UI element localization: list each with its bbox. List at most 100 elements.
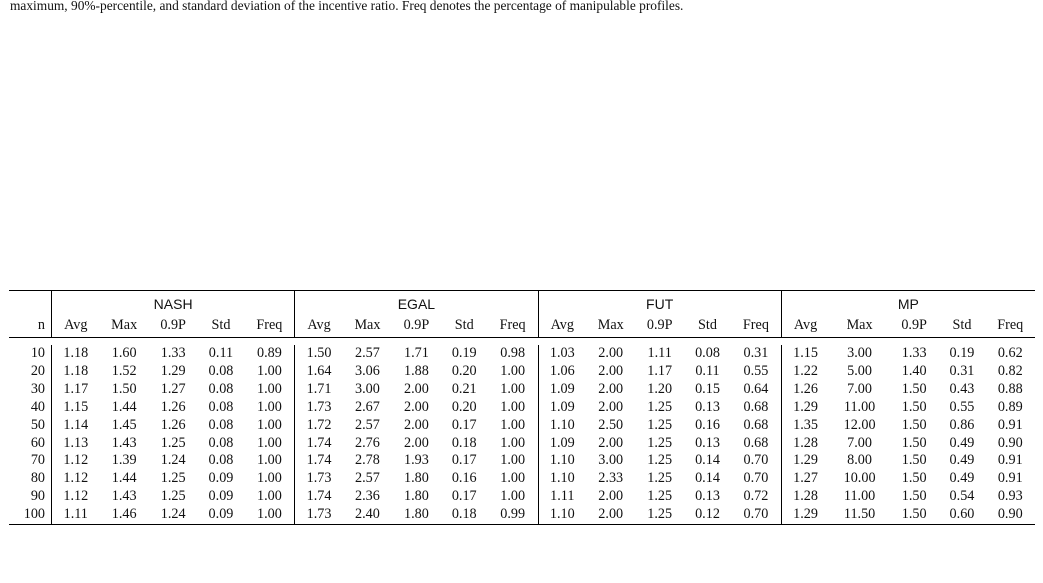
table-row: 80 1.12 1.44 1.25 0.09 1.00 1.73 2.57 1.80 0.16 1.…: [9, 470, 1035, 489]
table-cell: 0.18: [440, 506, 488, 526]
table-cell: 3.06: [355, 362, 380, 379]
table-row: 100 1.11 1.46 1.24 0.09 1.00 1.73 2.40 1.80 0.18 0…: [9, 506, 1035, 526]
table-cell: 8.00: [847, 452, 872, 469]
table-cell: 0.08: [208, 380, 234, 397]
table-cell: 2.57: [355, 416, 380, 433]
table-cell: 1.15: [50, 398, 100, 417]
table-cell: 2.57: [355, 470, 380, 487]
metric-header-egal-09p: 0.9P: [392, 313, 441, 338]
table-cell: 0.60: [938, 506, 986, 526]
table-cell: 0.49: [949, 470, 975, 487]
table-cell: 1.46: [99, 506, 149, 526]
table-cell: 1.00: [500, 452, 526, 469]
table-cell: 1.80: [403, 470, 429, 487]
row-n-value: 80: [30, 470, 45, 487]
table-cell: 12.00: [843, 416, 876, 433]
table-row: 40 1.15 1.44 1.26 0.08 1.00 1.73 2.67 2.00 0.20 1.…: [9, 398, 1035, 417]
metric-header-mp-max: Max: [829, 313, 890, 338]
table-cell: 0.13: [695, 488, 720, 505]
table-cell: 0.91: [997, 416, 1023, 433]
results-table: NASH EGAL FUT MP n Avg Max 0.9P Std Freq Avg M…: [9, 290, 1035, 526]
table-cell: 2.00: [403, 434, 429, 451]
table-cell: 0.15: [695, 380, 720, 397]
table-cell: 1.25: [160, 434, 186, 451]
row-n-value: 40: [30, 398, 45, 415]
table-cell: 1.25: [647, 470, 673, 487]
metric-header-fut-max: Max: [586, 313, 636, 338]
table-caption: maximum, 90%-percentile, and standard de…: [10, 0, 1035, 14]
table-cell: 1.12: [50, 470, 100, 489]
table-row: 90 1.12 1.43 1.25 0.09 1.00 1.74 2.36 1.80 0.17 1.…: [9, 488, 1035, 507]
metric-header-fut-avg: Avg: [537, 313, 587, 338]
table-cell: 2.57: [355, 345, 380, 361]
table-cell: 1.50: [901, 398, 927, 415]
table-cell: 2.33: [598, 470, 624, 487]
table-cell: 0.16: [695, 416, 720, 433]
table-row: 10 1.18 1.60 1.33 0.11 0.89 1.50 2.57 1.71 0.19 0.…: [9, 345, 1035, 363]
table-cell: 1.26: [160, 398, 186, 415]
table-cell: 1.25: [160, 470, 186, 487]
metric-header-row: n Avg Max 0.9P Std Freq Avg Max 0.9P Std Freq Avg M…: [9, 313, 1035, 338]
table-cell: 1.50: [901, 434, 927, 451]
table-cell: 1.15: [780, 345, 830, 363]
table-cell: 0.68: [743, 434, 769, 451]
table-cell: 1.29: [160, 362, 186, 379]
table-cell: 0.55: [743, 362, 769, 379]
table-cell: 1.72: [294, 416, 343, 435]
table-cell: 0.54: [949, 488, 975, 505]
table-cell: 2.00: [598, 398, 624, 415]
table-cell: 0.82: [997, 362, 1023, 379]
table-cell: 1.74: [294, 434, 343, 453]
table-cell: 1.40: [901, 362, 927, 379]
table-cell: 1.29: [780, 506, 830, 526]
table-cell: 1.00: [256, 488, 282, 505]
table-cell: 1.25: [635, 506, 684, 526]
table-cell: 0.49: [949, 452, 975, 469]
table-row: 30 1.17 1.50 1.27 0.08 1.00 1.71 3.00 2.00 0.21 1.…: [9, 380, 1035, 399]
table-cell: 1.00: [256, 380, 282, 397]
table-cell: 0.09: [208, 470, 234, 487]
table-cell: 11.00: [843, 398, 876, 415]
table-cell: 1.45: [111, 416, 137, 433]
table-cell: 1.35: [780, 416, 830, 435]
table-cell: 1.00: [500, 398, 526, 415]
table-cell: 1.20: [647, 380, 673, 397]
table-cell: 0.68: [743, 416, 769, 433]
group-header-row: NASH EGAL FUT MP: [9, 290, 1035, 313]
table-cell: 1.88: [403, 362, 429, 379]
table-cell: 0.93: [997, 488, 1023, 505]
table-cell: 2.36: [355, 488, 380, 505]
table-cell: 1.11: [537, 488, 587, 507]
table-cell: 0.90: [985, 506, 1035, 526]
table-cell: 0.55: [949, 398, 975, 415]
table-cell: 1.00: [500, 380, 526, 397]
metric-header-fut-09p: 0.9P: [635, 313, 684, 338]
table-cell: 1.00: [256, 362, 282, 379]
table-row: 20 1.18 1.52 1.29 0.08 1.00 1.64 3.06 1.88 0.20 1.…: [9, 362, 1035, 381]
table-cell: 1.00: [244, 506, 295, 526]
table-cell: 1.17: [647, 362, 673, 379]
metric-header-nash-09p: 0.9P: [148, 313, 198, 338]
group-header-egal: EGAL: [294, 290, 539, 313]
table-cell: 1.03: [537, 345, 587, 363]
table-row: 60 1.13 1.43 1.25 0.08 1.00 1.74 2.76 2.00 0.18 1.…: [9, 434, 1035, 453]
table-cell: 10.00: [843, 470, 876, 487]
table-cell: 5.00: [847, 362, 872, 379]
table-cell: 1.00: [500, 488, 526, 505]
table-cell: 1.73: [294, 470, 343, 489]
table-body: 10 1.18 1.60 1.33 0.11 0.89 1.50 2.57 1.71 0.19 0.…: [9, 338, 1035, 526]
table-cell: 0.21: [451, 380, 477, 397]
table-cell: 0.19: [451, 345, 477, 361]
table-cell: 2.00: [403, 416, 429, 433]
row-n-value: 100: [9, 506, 52, 526]
table-cell: 1.50: [889, 506, 939, 526]
n-column-header: n: [9, 313, 52, 338]
row-n-value: 20: [30, 362, 45, 379]
table-cell: 2.00: [598, 488, 624, 505]
table-cell: 2.40: [342, 506, 393, 526]
metric-header-egal-avg: Avg: [294, 313, 343, 338]
table-cell: 11.50: [829, 506, 890, 526]
table-cell: 1.73: [294, 398, 343, 417]
table-cell: 1.17: [50, 380, 100, 399]
table-cell: 0.13: [695, 434, 720, 451]
